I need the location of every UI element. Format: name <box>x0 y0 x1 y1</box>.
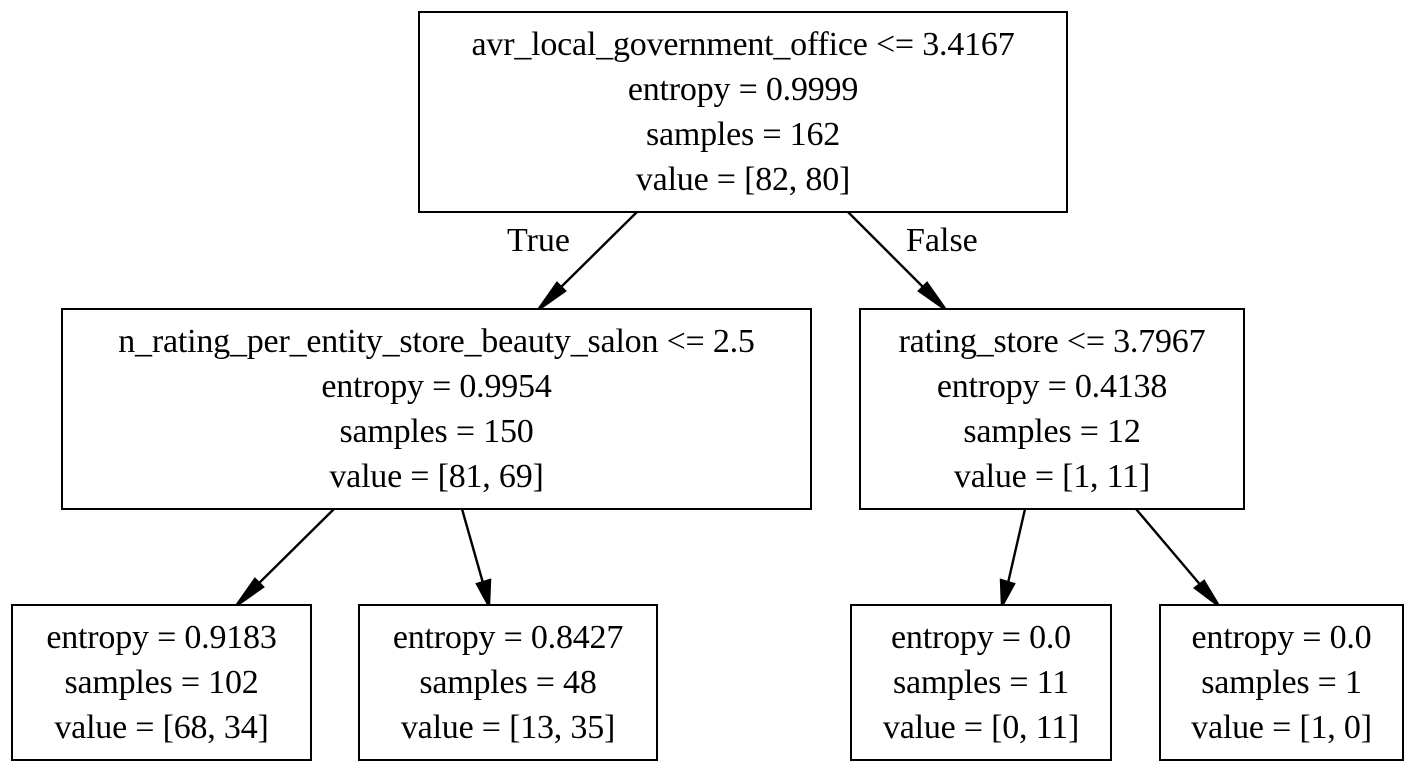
tree-leaf-right-left: entropy = 0.0 samples = 11 value = [0, 1… <box>850 604 1112 761</box>
node-entropy: entropy = 0.0 <box>1191 619 1372 656</box>
edge-left-leftright <box>460 508 485 584</box>
node-condition: n_rating_per_entity_store_beauty_salon <… <box>118 323 755 360</box>
node-samples: samples = 12 <box>963 413 1141 450</box>
tree-node-root: avr_local_government_office <= 3.4167 en… <box>418 11 1068 213</box>
node-entropy: entropy = 0.9954 <box>321 368 552 405</box>
edge-label-true: True <box>507 222 570 259</box>
edge-right-rightleft-arrowhead <box>999 578 1016 611</box>
tree-leaf-left-right: entropy = 0.8427 samples = 48 value = [1… <box>358 604 658 761</box>
node-value: value = [13, 35] <box>400 709 616 746</box>
edge-right-rightright <box>1135 508 1204 589</box>
node-value: value = [81, 69] <box>329 458 544 495</box>
node-entropy: entropy = 0.8427 <box>392 619 624 656</box>
edge-root-right-arrowhead <box>917 281 947 311</box>
node-value: value = [68, 34] <box>54 709 269 746</box>
tree-leaf-left-left: entropy = 0.9183 samples = 102 value = [… <box>11 604 312 761</box>
edge-right-rightleft <box>1006 508 1027 584</box>
node-condition: rating_store <= 3.7967 <box>898 323 1206 360</box>
node-value: value = [82, 80] <box>635 161 851 198</box>
tree-node-right: rating_store <= 3.7967 entropy = 0.4138 … <box>859 308 1245 510</box>
node-value: value = [1, 0] <box>1191 709 1372 746</box>
node-samples: samples = 48 <box>419 664 597 701</box>
tree-node-left: n_rating_per_entity_store_beauty_salon <… <box>61 308 812 510</box>
node-value: value = [0, 11] <box>882 709 1080 746</box>
edge-root-left <box>553 211 638 295</box>
edge-label-false: False <box>906 222 978 259</box>
node-samples: samples = 1 <box>1201 664 1362 701</box>
node-entropy: entropy = 0.0 <box>891 619 1071 656</box>
edge-left-leftleft <box>251 508 335 591</box>
edge-root-left-arrowhead <box>537 281 567 311</box>
node-condition: avr_local_government_office <= 3.4167 <box>471 26 1015 63</box>
node-entropy: entropy = 0.9999 <box>627 71 859 108</box>
node-samples: samples = 150 <box>339 413 534 450</box>
node-samples: samples = 102 <box>64 664 259 701</box>
edge-root-right <box>847 211 931 295</box>
node-samples: samples = 11 <box>892 664 1070 701</box>
node-entropy: entropy = 0.9183 <box>46 619 277 656</box>
edge-left-leftright-arrowhead <box>475 578 492 611</box>
edge-left-leftleft-arrowhead <box>235 577 265 607</box>
node-entropy: entropy = 0.4138 <box>936 368 1168 405</box>
node-value: value = [1, 11] <box>953 458 1151 495</box>
node-samples: samples = 162 <box>645 116 841 153</box>
tree-leaf-right-right: entropy = 0.0 samples = 1 value = [1, 0] <box>1159 604 1404 761</box>
edge-right-rightright-arrowhead <box>1193 579 1221 607</box>
